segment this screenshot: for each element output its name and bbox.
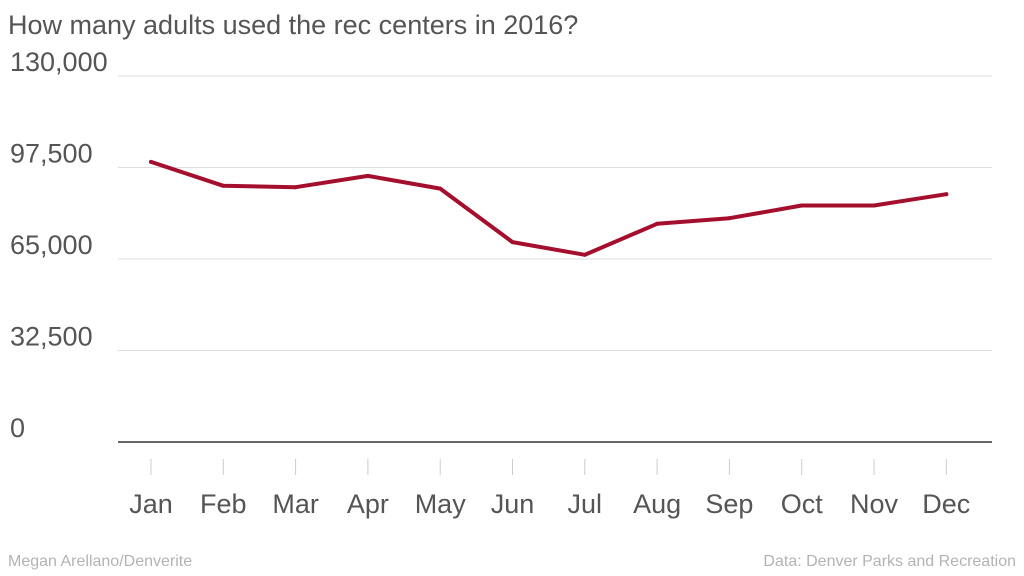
data-point: [365, 173, 370, 178]
x-tick-label: May: [415, 489, 467, 519]
data-point: [582, 252, 587, 257]
data-point: [655, 221, 660, 226]
x-tick-label: Oct: [781, 489, 824, 519]
credit-text: Megan Arellano/Denverite: [8, 553, 193, 570]
x-tick-label: Apr: [347, 489, 389, 519]
data-point: [510, 240, 515, 245]
data-point: [438, 186, 443, 191]
data-point: [221, 183, 226, 188]
y-tick-label: 97,500: [10, 139, 93, 169]
y-tick-label: 130,000: [10, 47, 108, 77]
data-point: [727, 216, 732, 221]
grid-lines: [118, 75, 992, 443]
x-tick-label: Sep: [705, 489, 753, 519]
series-lines: [149, 159, 949, 257]
x-axis-ticks: Jan Feb Mar Apr May Jun Jul Aug Sep Oct Nov Dec: [129, 459, 970, 519]
y-axis-ticks: 0 32,500 65,000 97,500 130,000: [10, 47, 108, 443]
x-tick-label: Nov: [850, 489, 899, 519]
data-point: [872, 203, 876, 208]
data-point: [293, 185, 298, 190]
x-tick-label: Jun: [491, 489, 535, 519]
x-tick-label: Feb: [200, 489, 247, 519]
x-tick-label: Dec: [922, 489, 970, 519]
data-point: [799, 203, 804, 208]
chart-title: How many adults used the rec centers in …: [8, 10, 579, 40]
x-tick-label: Jan: [129, 489, 173, 519]
x-tick-label: Jul: [568, 489, 603, 519]
y-tick-label: 65,000: [10, 230, 93, 260]
x-tick-label: Mar: [272, 489, 319, 519]
series-line: [149, 159, 949, 257]
source-text: Data: Denver Parks and Recreation: [763, 553, 1016, 570]
data-point: [149, 159, 153, 164]
data-point: [944, 192, 949, 197]
y-tick-label: 32,500: [10, 322, 93, 352]
x-tick-label: Aug: [633, 489, 681, 519]
y-tick-label: 0: [10, 413, 25, 443]
